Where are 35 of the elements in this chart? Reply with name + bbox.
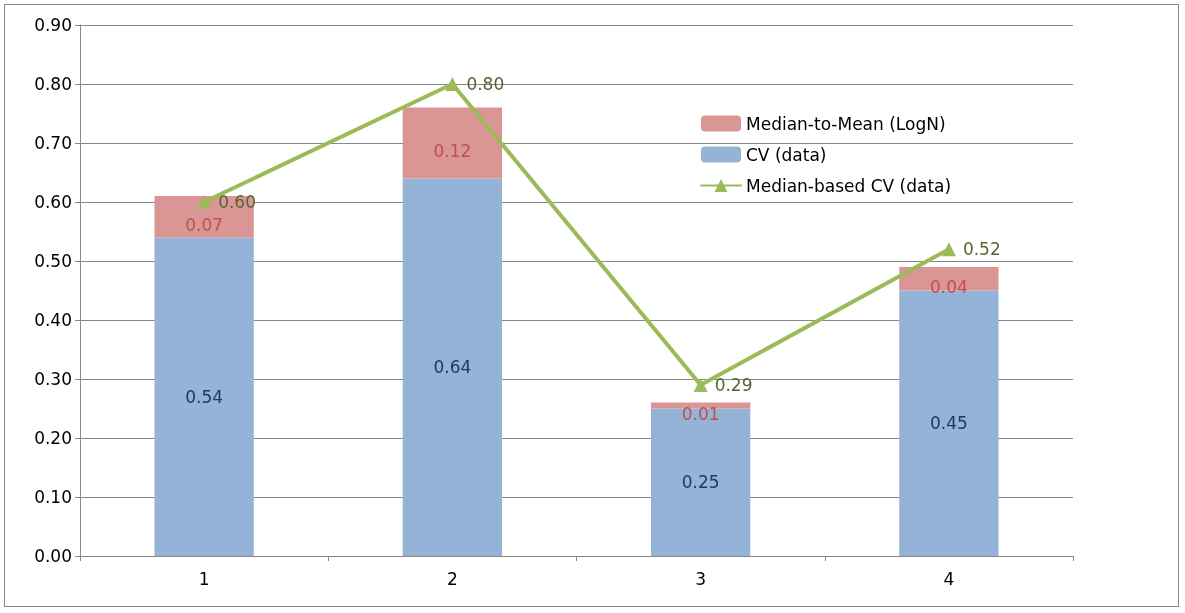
y-tick-label: 0.90 <box>34 15 72 35</box>
point <box>445 77 460 91</box>
x-tick-label: 4 <box>943 568 955 589</box>
legend-label: CV (data) <box>746 144 827 165</box>
x-tick-label: 3 <box>695 568 707 589</box>
data-label: 0.25 <box>681 472 720 493</box>
legend-label: Median-to-Mean (LogN) <box>746 113 946 134</box>
bar <box>650 408 751 556</box>
point <box>941 242 956 257</box>
y-tick-label: 0.30 <box>34 369 72 389</box>
data-label: 0.52 <box>962 239 1001 260</box>
data-label: 0.45 <box>929 413 968 434</box>
data-label: 0.01 <box>681 403 720 424</box>
point <box>197 195 212 209</box>
data-label: 0.64 <box>433 357 472 378</box>
y-tick-label: 0.10 <box>34 487 72 507</box>
y-tick-label: 0.40 <box>34 310 72 330</box>
y-tick-label: 0.70 <box>34 133 72 153</box>
x-tick-label: 2 <box>446 568 458 589</box>
bar <box>402 107 503 179</box>
y-tick-label: 0.60 <box>34 192 72 212</box>
data-label: 0.12 <box>433 141 472 161</box>
y-tick-label: 0.00 <box>34 546 72 566</box>
data-label: 0.29 <box>714 374 753 395</box>
data-label: 0.07 <box>185 214 224 235</box>
y-tick-label: 0.20 <box>34 428 72 448</box>
point <box>693 377 708 392</box>
x-tick-label: 1 <box>198 568 210 589</box>
bar <box>154 237 254 556</box>
y-tick-label: 0.80 <box>34 74 72 94</box>
bar <box>650 402 751 409</box>
y-tick-label: 0.50 <box>34 251 72 271</box>
data-label: 0.54 <box>185 386 224 407</box>
legend-label: Median-based CV (data) <box>746 175 952 196</box>
bar <box>402 178 503 556</box>
